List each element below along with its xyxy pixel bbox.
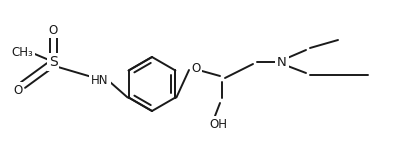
Text: S: S [49, 55, 58, 69]
Text: O: O [192, 61, 200, 75]
Text: OH: OH [209, 117, 227, 130]
Text: HN: HN [91, 74, 109, 87]
Text: O: O [48, 24, 58, 36]
Text: CH₃: CH₃ [11, 45, 33, 58]
Text: O: O [13, 84, 23, 96]
Text: N: N [277, 56, 287, 69]
